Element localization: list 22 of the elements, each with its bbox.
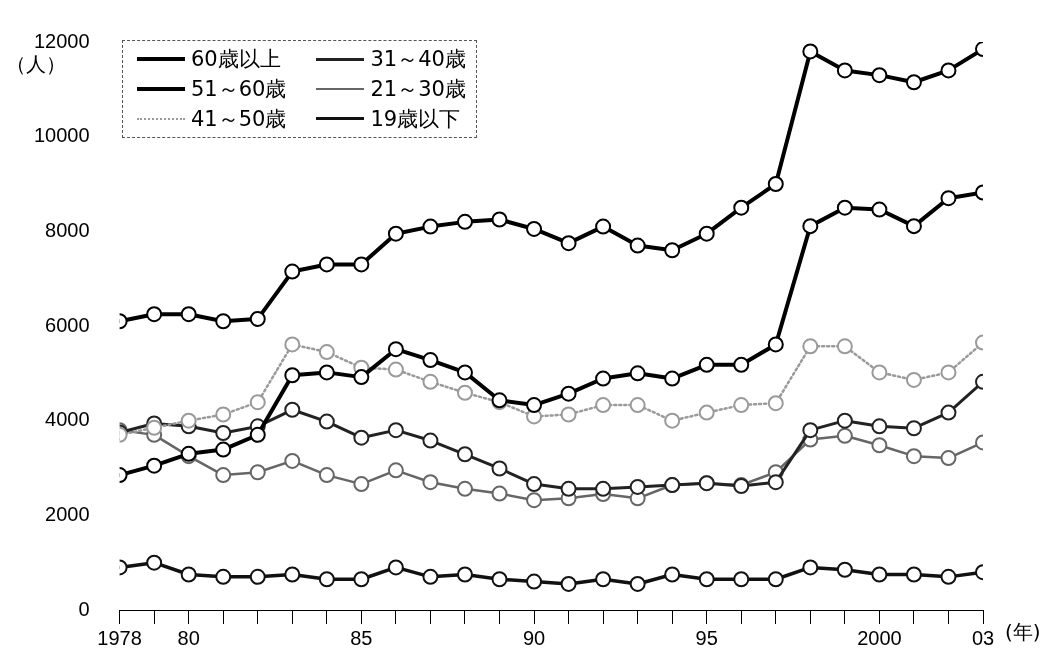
x-tick-label: 03 (971, 626, 995, 649)
legend-label: 51～60歳 (191, 76, 287, 103)
x-tick-label: 80 (177, 626, 200, 649)
y-tick-label: 10000 (33, 124, 90, 147)
legend-label: 21～30歳 (370, 76, 466, 103)
legend-label: 41～50歳 (191, 106, 287, 133)
x-tick-label: 95 (695, 626, 718, 649)
x-axis-title: (年) (1005, 620, 1041, 645)
y-tick-label: 6000 (45, 313, 90, 336)
y-axis-title: （人） (6, 52, 66, 77)
x-tick-label: 90 (522, 626, 546, 649)
y-tick-label: 4000 (45, 408, 90, 431)
x-tick-label: 2000 (857, 626, 902, 649)
legend-label: 60歳以上 (191, 46, 281, 73)
y-tick-label: 2000 (45, 502, 90, 525)
x-tick-label: 1978 (97, 626, 142, 649)
legend-label: 19歳以下 (370, 106, 461, 133)
y-tick-label: 0 (78, 597, 90, 620)
y-tick-label: 8000 (45, 218, 90, 241)
y-tick-label: 12000 (33, 29, 90, 52)
legend-label: 31～40歳 (370, 46, 466, 73)
x-tick-label: 85 (350, 626, 373, 649)
